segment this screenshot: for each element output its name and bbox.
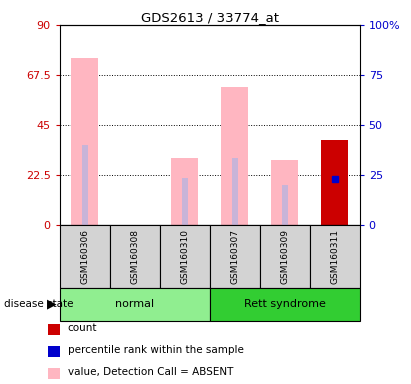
Bar (110, 225, 159, 288)
Text: GSM160309: GSM160309 (280, 229, 289, 284)
Bar (210, 288, 360, 321)
Bar (321, 140, 349, 225)
Text: GSM160310: GSM160310 (180, 229, 189, 284)
Bar (210, 225, 260, 288)
Bar (71, 58, 98, 225)
Text: Rett syndrome: Rett syndrome (244, 299, 326, 310)
Bar (232, 158, 238, 225)
Bar (60, 288, 210, 321)
Text: GSM160306: GSM160306 (80, 229, 89, 284)
Text: GSM160311: GSM160311 (330, 229, 339, 284)
Bar (271, 160, 298, 225)
Text: ▶: ▶ (46, 298, 56, 311)
Bar (221, 87, 248, 225)
Bar (309, 225, 360, 288)
Text: GSM160307: GSM160307 (230, 229, 239, 284)
Bar (82, 145, 88, 225)
Bar (182, 178, 187, 225)
Title: GDS2613 / 33774_at: GDS2613 / 33774_at (141, 11, 279, 24)
Bar (260, 225, 309, 288)
Text: count: count (68, 323, 97, 333)
Text: percentile rank within the sample: percentile rank within the sample (68, 345, 244, 355)
Text: disease state: disease state (4, 299, 74, 310)
Bar (159, 225, 210, 288)
Bar (60, 225, 110, 288)
Bar (282, 185, 288, 225)
Bar (171, 158, 199, 225)
Text: GSM160308: GSM160308 (130, 229, 139, 284)
Text: normal: normal (115, 299, 154, 310)
Text: value, Detection Call = ABSENT: value, Detection Call = ABSENT (68, 367, 233, 377)
